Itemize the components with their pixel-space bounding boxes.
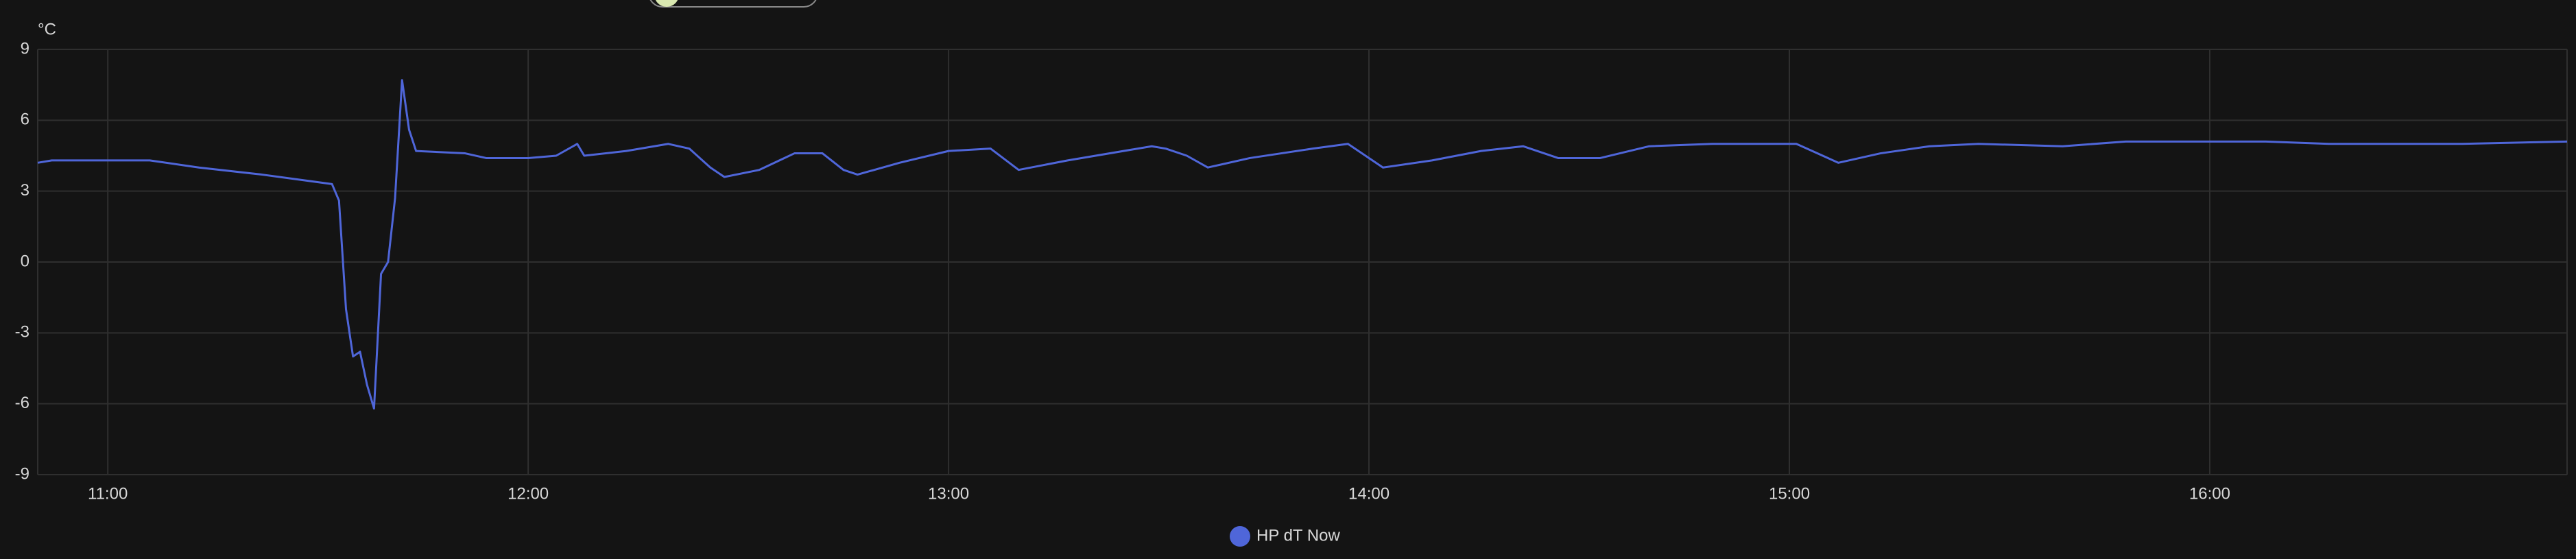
data-line — [37, 79, 2568, 410]
x-tick-label: 11:00 — [88, 484, 128, 503]
y-tick-label: 6 — [21, 110, 29, 129]
y-tick-label: -9 — [15, 464, 29, 483]
x-tick-label: 16:00 — [2189, 484, 2230, 503]
y-tick-label: -3 — [15, 323, 29, 342]
x-tick-label: 12:00 — [508, 484, 549, 503]
legend-label: HP dT Now — [1256, 526, 1340, 545]
x-tick-label: 13:00 — [928, 484, 969, 503]
y-tick-label: 0 — [21, 252, 29, 270]
y-tick-label: 9 — [21, 39, 29, 58]
toggle[interactable] — [649, 0, 818, 8]
toggle-knob — [655, 0, 678, 7]
legend-marker — [1230, 526, 1250, 547]
x-tick-label: 14:00 — [1348, 484, 1390, 503]
x-tick-label: 15:00 — [1769, 484, 1810, 503]
y-axis-unit: °C — [38, 20, 56, 38]
y-tick-label: 3 — [21, 181, 29, 200]
y-tick-label: -6 — [15, 394, 29, 412]
